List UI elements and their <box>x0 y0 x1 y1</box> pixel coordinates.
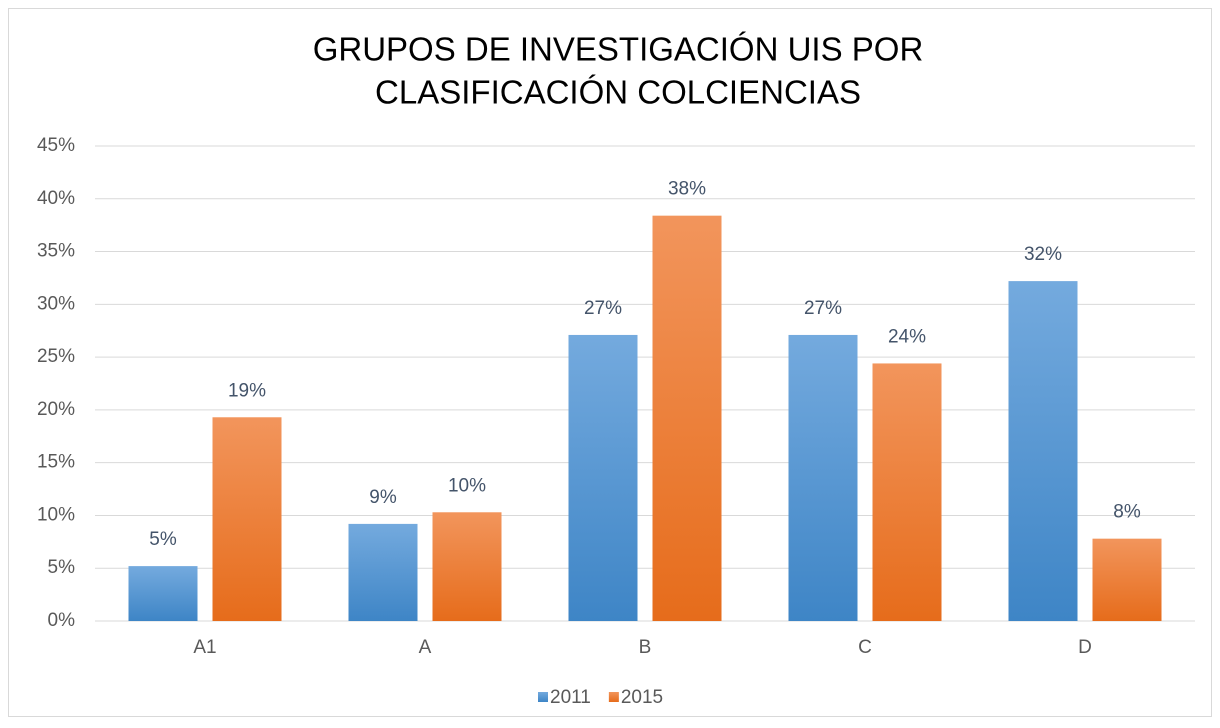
bar <box>788 334 858 621</box>
value-label: 19% <box>228 380 266 401</box>
bar <box>212 417 282 621</box>
y-tick-label: 45% <box>37 135 75 156</box>
bar <box>568 334 638 621</box>
y-tick-label: 10% <box>37 504 75 525</box>
legend-swatch <box>538 692 548 702</box>
x-tick-label: D <box>1078 637 1092 658</box>
chart-title: GRUPOS DE INVESTIGACIÓN UIS POR <box>313 31 924 68</box>
value-label: 24% <box>888 326 926 347</box>
value-label: 38% <box>668 179 706 200</box>
bar <box>1092 538 1162 621</box>
y-tick-label: 30% <box>37 293 75 314</box>
bar <box>652 215 722 621</box>
value-label: 10% <box>448 475 486 496</box>
y-tick-label: 20% <box>37 399 75 420</box>
x-tick-label: A1 <box>193 637 216 658</box>
value-label: 32% <box>1024 244 1062 265</box>
chart-title: CLASIFICACIÓN COLCIENCIAS <box>375 74 861 111</box>
legend-label: 2015 <box>621 687 663 708</box>
value-label: 5% <box>149 529 177 550</box>
x-tick-label: A <box>419 637 432 658</box>
bar <box>432 512 502 621</box>
bar <box>128 566 198 621</box>
bar <box>872 363 942 621</box>
y-tick-label: 5% <box>48 557 76 578</box>
y-tick-label: 40% <box>37 188 75 209</box>
legend-swatch <box>608 692 619 702</box>
value-label: 9% <box>369 487 397 508</box>
y-tick-label: 0% <box>48 610 76 631</box>
value-label: 27% <box>584 298 622 319</box>
legend-label: 2011 <box>550 687 591 708</box>
y-tick-label: 15% <box>37 452 75 473</box>
y-tick-label: 25% <box>37 346 75 367</box>
value-label: 27% <box>804 298 842 319</box>
bar <box>348 523 418 621</box>
x-tick-label: B <box>639 637 652 658</box>
bar <box>1008 281 1078 621</box>
y-tick-label: 35% <box>37 241 75 262</box>
x-tick-label: C <box>858 637 872 658</box>
value-label: 8% <box>1113 502 1141 523</box>
